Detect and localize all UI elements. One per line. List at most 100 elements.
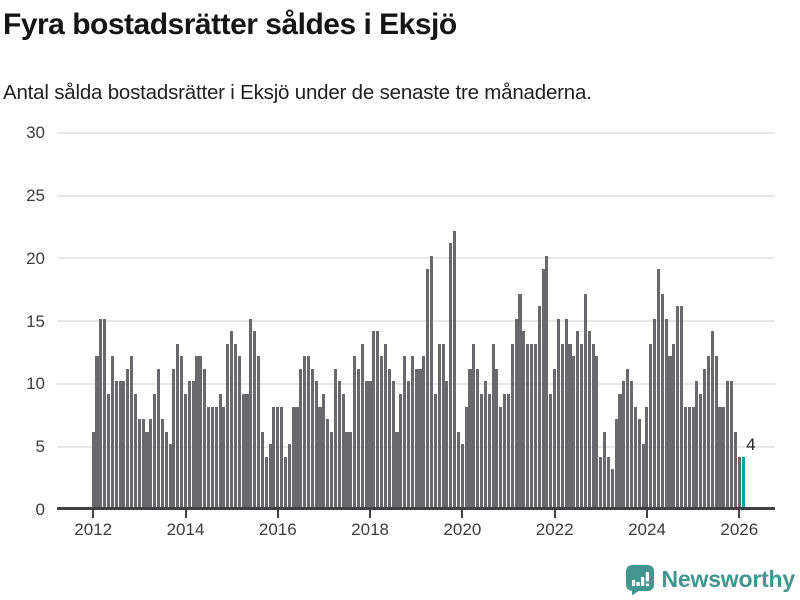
bar [633, 406, 637, 507]
bar [349, 431, 353, 507]
x-axis-line [57, 507, 775, 510]
x-axis-tick [276, 510, 279, 518]
bar [364, 381, 368, 507]
bar [576, 331, 580, 507]
bar [522, 331, 526, 507]
bar [218, 394, 222, 507]
bar [549, 394, 553, 507]
bar [333, 368, 337, 507]
y-axis-tick-label: 15 [26, 311, 45, 331]
bar [114, 381, 118, 507]
bar [672, 343, 676, 507]
bar [622, 381, 626, 507]
bar [280, 406, 284, 507]
bar [460, 444, 464, 507]
bar [310, 368, 314, 507]
bar [383, 343, 387, 507]
x-axis-tick [184, 510, 187, 518]
bar [145, 431, 149, 507]
bar [253, 331, 257, 507]
bar [580, 343, 584, 507]
bar [687, 406, 691, 507]
chart-subtitle: Antal sålda bostadsrätter i Eksjö under … [3, 81, 592, 104]
bar [199, 356, 203, 507]
bar [518, 293, 522, 507]
bar [483, 381, 487, 507]
bar [353, 356, 357, 507]
bar [726, 381, 730, 507]
x-axis-tick-label: 2026 [720, 520, 759, 539]
bar [268, 444, 272, 507]
bar [387, 368, 391, 507]
bar [395, 431, 399, 507]
bar [322, 394, 326, 507]
bar [122, 381, 126, 507]
bar [683, 406, 687, 507]
bar [722, 406, 726, 507]
bar-highlight-current [741, 456, 745, 507]
bar [491, 343, 495, 507]
bar [249, 318, 253, 507]
bar [472, 343, 476, 507]
bar [168, 444, 172, 507]
newsworthy-logo[interactable]: Newsworthy [625, 563, 795, 595]
bar [137, 419, 141, 507]
bar [703, 368, 707, 507]
bar [695, 381, 699, 507]
bar [414, 368, 418, 507]
bar [556, 318, 561, 507]
bar [326, 419, 330, 507]
bar [130, 356, 134, 507]
x-axis-tick [738, 510, 741, 518]
x-axis-tick-label: 2020 [443, 520, 482, 539]
bar [380, 356, 384, 507]
bar [545, 255, 549, 507]
bar [356, 368, 361, 507]
bar [456, 431, 461, 507]
bar [610, 469, 614, 507]
x-axis-tick-label: 2012 [74, 520, 113, 539]
bar [156, 368, 161, 507]
x-axis-tick-label: 2016 [258, 520, 297, 539]
bar [656, 268, 660, 507]
bar [437, 343, 441, 507]
bar [153, 394, 157, 507]
bar [441, 343, 445, 507]
bar [464, 406, 468, 507]
bar [160, 419, 164, 507]
bar [91, 431, 95, 507]
bar [191, 381, 195, 507]
bar [583, 293, 587, 507]
bar [426, 268, 430, 507]
bar [256, 356, 261, 507]
bar [330, 431, 334, 507]
bar [530, 343, 534, 507]
bar [126, 368, 130, 507]
bar [422, 356, 426, 507]
bar [303, 356, 307, 507]
bar [260, 431, 264, 507]
bar [360, 343, 364, 507]
bar [729, 381, 734, 507]
bar [291, 406, 295, 507]
y-axis-tick-label: 0 [35, 500, 45, 519]
bar [345, 431, 349, 507]
bar [660, 293, 664, 507]
bar [641, 444, 645, 507]
bar [272, 406, 276, 507]
page-title: Fyra bostadsrätter såldes i Eksjö [3, 8, 457, 41]
bar [645, 406, 649, 507]
bar [241, 394, 245, 507]
bar [180, 356, 184, 507]
bar [541, 268, 545, 507]
bar [95, 356, 99, 507]
bar [533, 343, 537, 507]
bar [299, 368, 303, 507]
bar [618, 394, 622, 507]
y-axis-tick-label: 30 [26, 123, 45, 143]
bar [195, 356, 199, 507]
bar [445, 381, 449, 507]
bar [391, 381, 395, 507]
x-axis-tick-label: 2014 [166, 520, 205, 539]
